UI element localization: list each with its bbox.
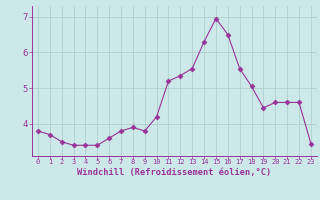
X-axis label: Windchill (Refroidissement éolien,°C): Windchill (Refroidissement éolien,°C) <box>77 168 272 177</box>
